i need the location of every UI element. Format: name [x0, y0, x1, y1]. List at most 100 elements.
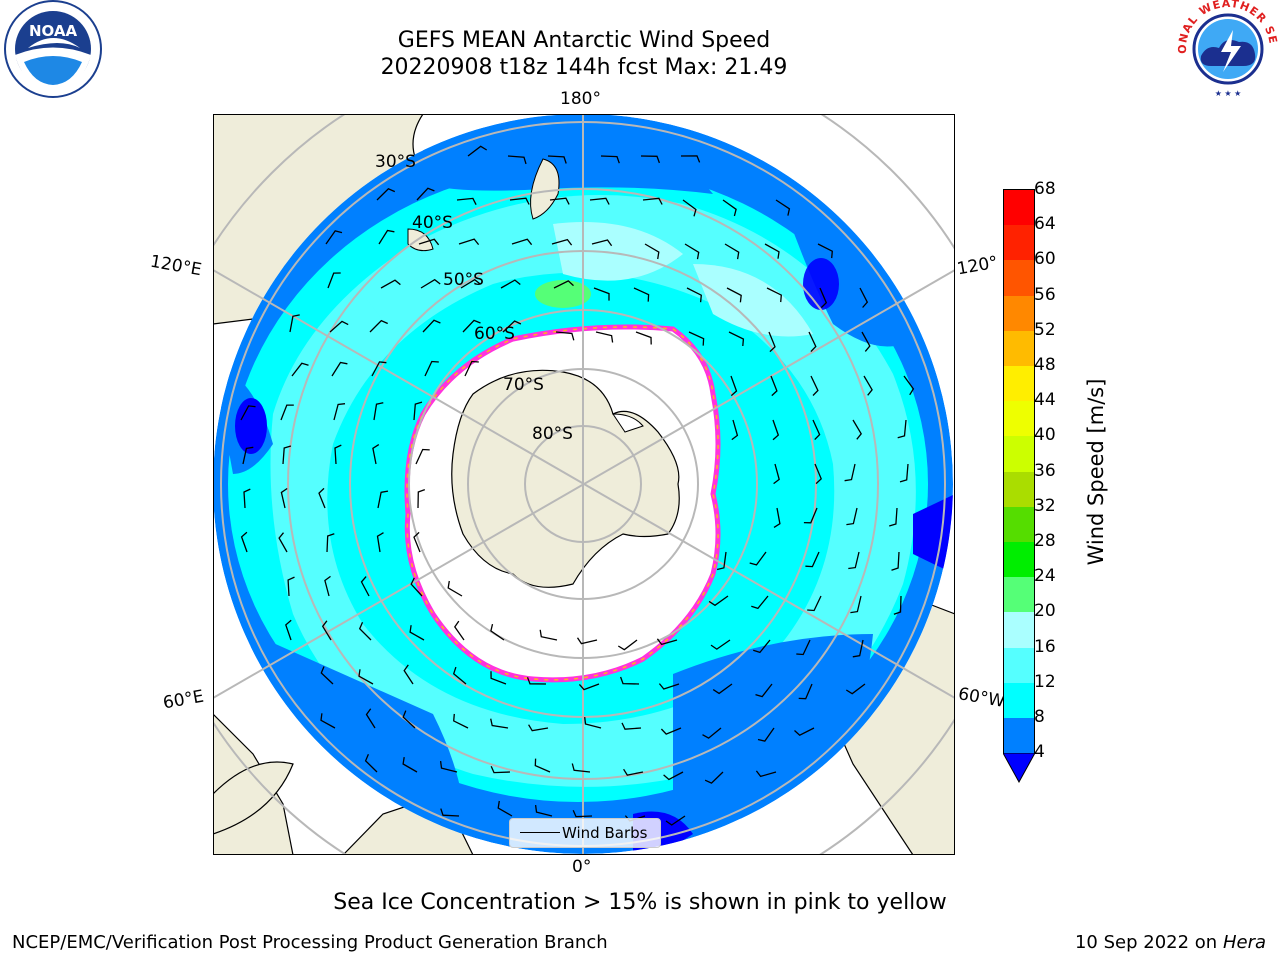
wind-barb [324, 575, 331, 597]
wind-barb [617, 639, 638, 651]
wind-barb [490, 765, 511, 774]
wind-barb [462, 319, 481, 333]
wind-barb [663, 771, 684, 781]
wind-barb [372, 444, 380, 465]
wind-barb [686, 287, 702, 303]
wind-barb [377, 490, 389, 509]
map-legend: Wind Barbs [509, 818, 661, 848]
lat-label-50s: 50°S [443, 270, 484, 290]
wind-barb [402, 710, 416, 729]
stamp-machine: Hera [1222, 932, 1266, 953]
wind-barb-legend-label: Wind Barbs [562, 824, 648, 842]
wind-barb [453, 713, 469, 729]
wind-barb [500, 279, 521, 289]
wind-barb [410, 577, 423, 597]
wind-barb [749, 551, 767, 566]
lon-label-120e: 120°E [148, 251, 204, 281]
colorbar-tick-label: 24 [1034, 566, 1056, 587]
colorbar-tick-label: 52 [1034, 319, 1056, 340]
wind-barb [591, 239, 613, 247]
wind-barb [334, 444, 342, 465]
wind-barb [600, 155, 620, 164]
map-canvas [213, 114, 955, 855]
wind-barb [578, 683, 600, 691]
wind-barb [845, 683, 866, 695]
wind-barb [415, 448, 430, 465]
wind-barb-legend-line [520, 832, 560, 833]
wind-barb [289, 314, 300, 333]
wind-barb [240, 405, 256, 421]
colorbar-segment [1004, 330, 1034, 367]
wind-barb [635, 331, 652, 345]
wind-barb [798, 683, 813, 700]
wind-barb [724, 243, 740, 260]
wind-barb [644, 243, 660, 260]
colorbar-segment [1004, 260, 1034, 297]
wind-barb [452, 666, 467, 685]
wind-barb [752, 639, 771, 654]
wind-barb [893, 595, 902, 615]
wind-barb [755, 683, 773, 698]
lat-label-40s: 40°S [412, 213, 453, 233]
lat-label-70s: 70°S [503, 375, 544, 395]
wind-barb [730, 375, 738, 397]
nws-logo: NATIONAL WEATHER SERVICE ★ ★ ★ [1177, 0, 1279, 98]
wind-barb [243, 488, 251, 509]
wind-barb [859, 287, 869, 308]
wind-barb [850, 595, 862, 614]
wind-barb [571, 763, 591, 773]
wind-barb [282, 445, 292, 465]
wind-barb [794, 727, 815, 736]
wind-barb [897, 419, 907, 439]
wind-barb [285, 619, 292, 641]
wind-barb [358, 622, 372, 641]
wind-barb [751, 595, 769, 610]
wind-barb [403, 664, 414, 685]
wind-barb [819, 287, 828, 309]
wind-barb [325, 230, 343, 245]
wind-barb [775, 199, 791, 216]
colorbar-segment [1004, 612, 1034, 649]
title-line-1: GEFS MEAN Antarctic Wind Speed [397, 28, 771, 53]
wind-barb [376, 188, 396, 201]
wind-barb [708, 595, 729, 607]
wind-barb [595, 331, 614, 343]
wind-barb [509, 197, 530, 205]
wind-barb [680, 155, 701, 163]
svg-text:★ ★ ★: ★ ★ ★ [1215, 89, 1242, 98]
wind-barb [240, 531, 248, 553]
wind-barb [814, 463, 822, 485]
wind-barb [844, 463, 856, 482]
colorbar-segment [1004, 225, 1034, 261]
wind-barb [365, 708, 376, 729]
wind-barb [553, 280, 574, 289]
wind-barb [376, 532, 384, 553]
wind-barb [534, 758, 551, 773]
wind-barb [766, 287, 782, 303]
credit-line: NCEP/EMC/Verification Post Processing Pr… [12, 932, 608, 953]
title-line-2: 20220908 t18z 144h fcst Max: 21.49 [380, 55, 788, 80]
wind-barb [772, 419, 780, 441]
wind-barb [539, 629, 558, 641]
wind-barb [551, 238, 573, 246]
wind-barb [903, 375, 915, 396]
wind-barb [380, 279, 401, 289]
wind-barb [454, 620, 465, 641]
wind-barb [805, 551, 820, 568]
colorbar-tick-label: 48 [1034, 355, 1056, 375]
wind-barb [731, 419, 739, 441]
wind-barb [861, 331, 871, 352]
wind-barb [688, 331, 705, 346]
wind-barb [633, 287, 650, 302]
colorbar-segment [1004, 542, 1034, 578]
wind-barb [726, 287, 742, 303]
wind-barb [773, 463, 780, 485]
wind-barb [889, 507, 898, 527]
wind-barb [242, 446, 254, 465]
wind-barb [770, 375, 778, 397]
wind-barb [364, 754, 378, 773]
wind-barb [416, 187, 435, 201]
wind-barb [656, 638, 678, 646]
wind-barb [447, 580, 463, 597]
wind-barb [528, 724, 549, 732]
